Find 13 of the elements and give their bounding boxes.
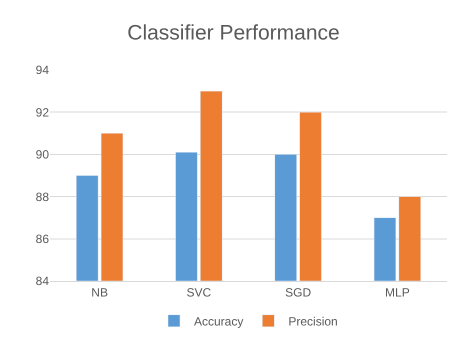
- chart-title: Classifier Performance: [127, 22, 340, 45]
- x-tick-label: MLP: [385, 285, 410, 300]
- y-tick-label: 86: [36, 232, 50, 246]
- y-tick-label: 88: [36, 190, 50, 204]
- y-tick-label: 92: [36, 105, 50, 120]
- y-tick-label: 94: [36, 63, 50, 78]
- legend-label: Accuracy: [194, 314, 244, 328]
- legend-label: Precision: [288, 314, 338, 328]
- x-tick-label: NB: [91, 285, 108, 300]
- x-tick-label: SGD: [285, 285, 312, 300]
- y-tick-label: 84: [36, 274, 50, 288]
- y-tick-label: 90: [36, 148, 50, 162]
- x-tick-label: SVC: [186, 285, 212, 300]
